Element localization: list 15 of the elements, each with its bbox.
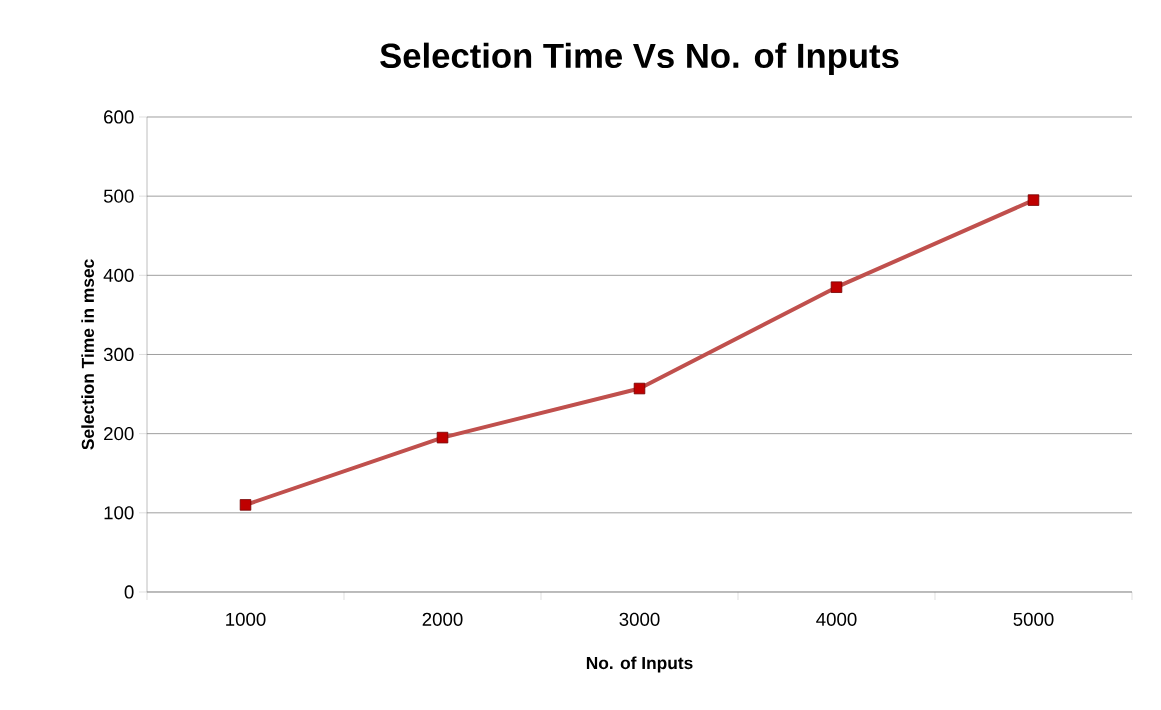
chart-title: Selection Time Vs No. of Inputs: [380, 42, 899, 75]
y-tick-label: 200: [104, 427, 134, 441]
y-tick-label: 500: [103, 189, 134, 203]
x-tick-label: 3000: [619, 612, 660, 626]
y-tick-label: 100: [104, 506, 134, 520]
y-tick-label: 300: [103, 347, 134, 362]
x-axis-title: No. of Inputs: [586, 656, 693, 673]
y-tick-label: 0: [124, 585, 134, 599]
y-tick-label: 400: [103, 268, 134, 282]
x-tick-label: 2000: [422, 612, 463, 626]
x-tick-label: 4000: [816, 612, 857, 626]
y-tick-label: 600: [104, 110, 134, 124]
y-axis-title: Selection Time in msec: [81, 259, 94, 450]
x-tick-label: 5000: [1013, 612, 1054, 626]
x-tick-label: 1000: [226, 612, 266, 626]
